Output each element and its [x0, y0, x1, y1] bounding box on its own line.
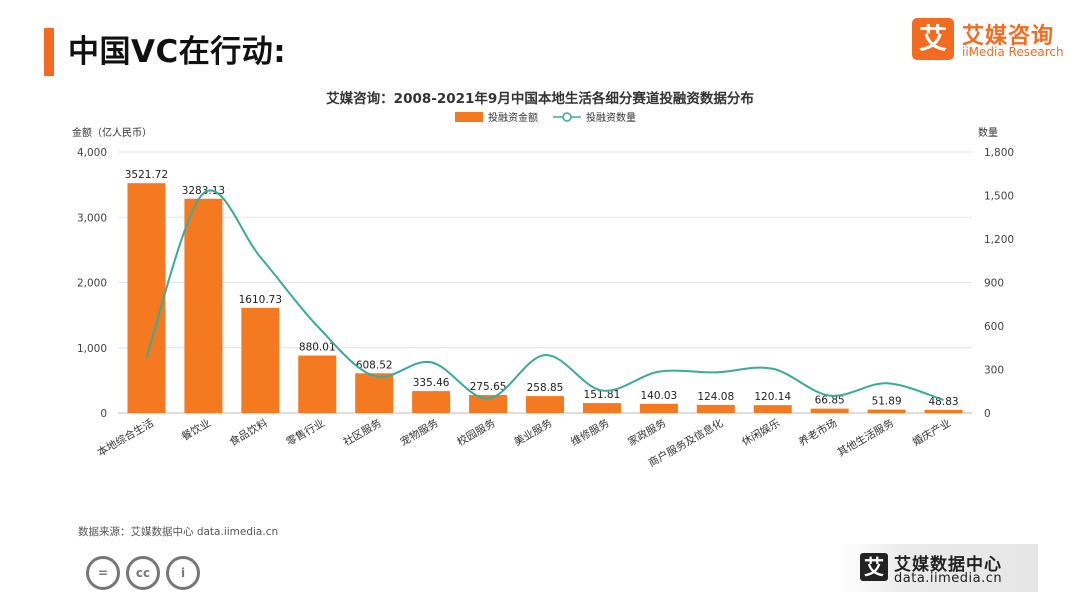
iimedia-logo: 艾 艾媒咨询 iiMedia Research — [912, 18, 1064, 64]
bar — [639, 403, 678, 413]
license-icons: = cc i — [86, 552, 206, 592]
chart: 艾媒咨询：2008-2021年9月中国本地生活各细分赛道投融资数据分布投融资金额… — [72, 90, 1014, 470]
bar — [867, 409, 906, 413]
bar-value-label: 124.08 — [697, 391, 734, 403]
banner-glyph: 艾 — [860, 553, 888, 581]
bar — [355, 373, 394, 413]
cc-nd-icon: = — [86, 556, 120, 590]
bar — [526, 396, 564, 413]
legend-swatch-bar — [455, 112, 483, 122]
bar — [810, 408, 849, 413]
bar-value-label: 3521.72 — [125, 169, 168, 181]
x-tick-label: 校园服务 — [455, 416, 498, 449]
bar-value-label: 275.65 — [470, 381, 507, 393]
y-tick-left: 1,000 — [77, 343, 107, 355]
bar-value-label: 48.83 — [929, 396, 959, 408]
logo-cn-text: 艾媒咨询 — [962, 24, 1055, 49]
bar-value-label: 3283.13 — [182, 185, 225, 197]
x-tick-label: 零售行业 — [284, 416, 327, 448]
bar-value-label: 140.03 — [640, 390, 677, 402]
y-tick-left: 0 — [100, 408, 107, 420]
chart-title: 艾媒咨询：2008-2021年9月中国本地生活各细分赛道投融资数据分布 — [326, 90, 754, 107]
bar-value-label: 335.46 — [413, 377, 450, 389]
x-tick-label: 其他生活服务 — [835, 416, 896, 459]
bar-value-label: 1610.73 — [239, 294, 282, 306]
x-tick-label: 家政服务 — [625, 416, 668, 449]
cc-icon: cc — [126, 556, 160, 590]
bar — [753, 405, 792, 413]
bar — [696, 404, 735, 413]
series-line-count — [145, 189, 944, 401]
bar-value-label: 66.85 — [815, 395, 845, 407]
y-tick-right: 300 — [984, 365, 1004, 377]
bar — [412, 391, 451, 413]
x-tick-label: 休闲娱乐 — [739, 416, 782, 449]
x-tick-label: 宠物服务 — [398, 416, 441, 449]
bar-value-label: 51.89 — [872, 396, 902, 408]
x-tick-label: 美业服务 — [512, 416, 555, 449]
bar — [127, 183, 166, 413]
x-tick-label: 本地综合生活 — [95, 416, 156, 459]
y-tick-left: 4,000 — [77, 147, 107, 159]
legend-label-line: 投融资数量 — [586, 111, 636, 124]
bar — [298, 355, 337, 413]
bar — [469, 395, 508, 413]
y-tick-left: 2,000 — [77, 278, 107, 290]
logo-glyph: 艾 — [912, 18, 954, 60]
y-tick-right: 1,800 — [984, 147, 1014, 159]
y-tick-left: 3,000 — [77, 212, 107, 224]
title-accent-bar — [44, 28, 54, 76]
y-axis-right-label: 数量 — [978, 126, 998, 139]
x-tick-label: 食品饮料 — [227, 416, 270, 449]
cc-by-icon: i — [166, 556, 200, 590]
y-tick-right: 0 — [984, 408, 991, 420]
y-tick-right: 1,200 — [984, 234, 1014, 246]
slide-title: 中国VC在行动: — [68, 34, 287, 70]
bar — [184, 198, 223, 413]
x-tick-label: 维修服务 — [569, 416, 612, 449]
bar — [924, 409, 963, 413]
bar — [241, 307, 280, 413]
y-tick-right: 900 — [984, 278, 1004, 290]
bar-value-label: 151.81 — [584, 389, 621, 401]
y-tick-right: 1,500 — [984, 191, 1014, 203]
x-tick-label: 养老市场 — [796, 416, 839, 448]
bar — [582, 403, 621, 413]
bar-value-label: 258.85 — [527, 382, 564, 394]
banner-url: data.iimedia.cn — [894, 571, 1003, 586]
bar-value-label: 608.52 — [356, 359, 393, 371]
legend-label-bar: 投融资金额 — [488, 111, 538, 124]
bar-value-label: 120.14 — [754, 391, 791, 403]
logo-en-text: iiMedia Research — [962, 45, 1064, 59]
bar-value-label: 880.01 — [299, 342, 336, 354]
banner-cn-text: 艾媒数据中心 — [894, 555, 1002, 575]
x-tick-label: 餐饮业 — [179, 416, 213, 443]
data-source: 数据来源：艾媒数据中心 data.iimedia.cn — [78, 526, 279, 538]
x-tick-label: 婚庆产业 — [910, 416, 953, 448]
y-tick-right: 600 — [984, 321, 1004, 333]
x-tick-label: 社区服务 — [341, 416, 384, 449]
legend-swatch-marker — [562, 112, 572, 122]
data-center-banner: 艾 艾媒数据中心 data.iimedia.cn — [838, 544, 1038, 592]
y-axis-left-label: 金额（亿人民币） — [72, 126, 152, 139]
